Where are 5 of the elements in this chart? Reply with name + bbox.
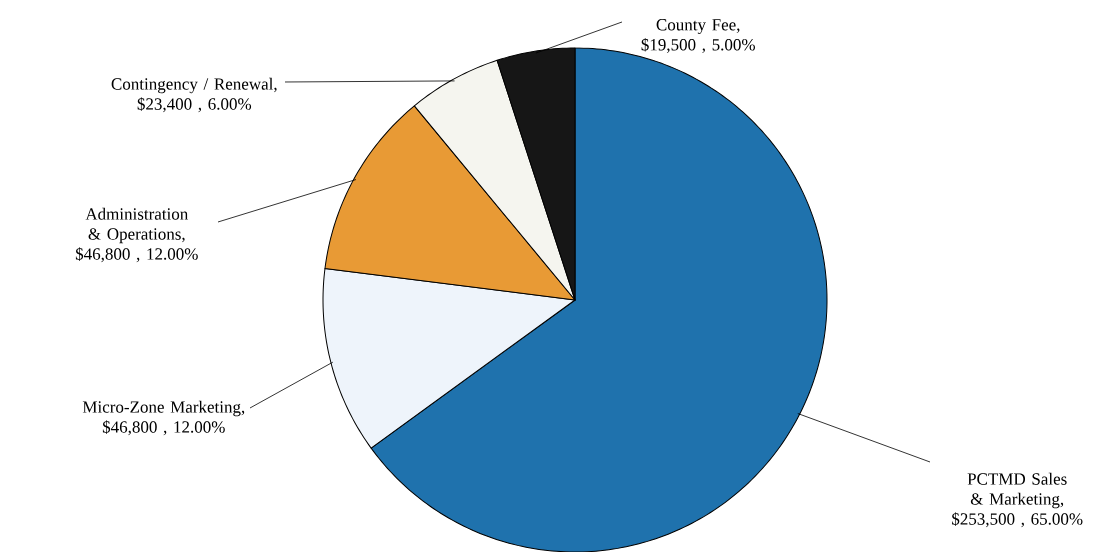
slice-label: Contingency / Renewal, $23,400 , 6.00% [111,77,277,113]
slice-label: County Fee, $19,500 , 5.00% [641,19,755,53]
slice-label: PCTMD Sales & Marketing, $253,500 , 65.00% [952,472,1083,528]
slice-label: Micro-Zone Marketing, $46,800 , 12.00% [82,400,245,436]
slice-label: Administration & Operations, $46,800 , 12.00% [75,207,198,263]
